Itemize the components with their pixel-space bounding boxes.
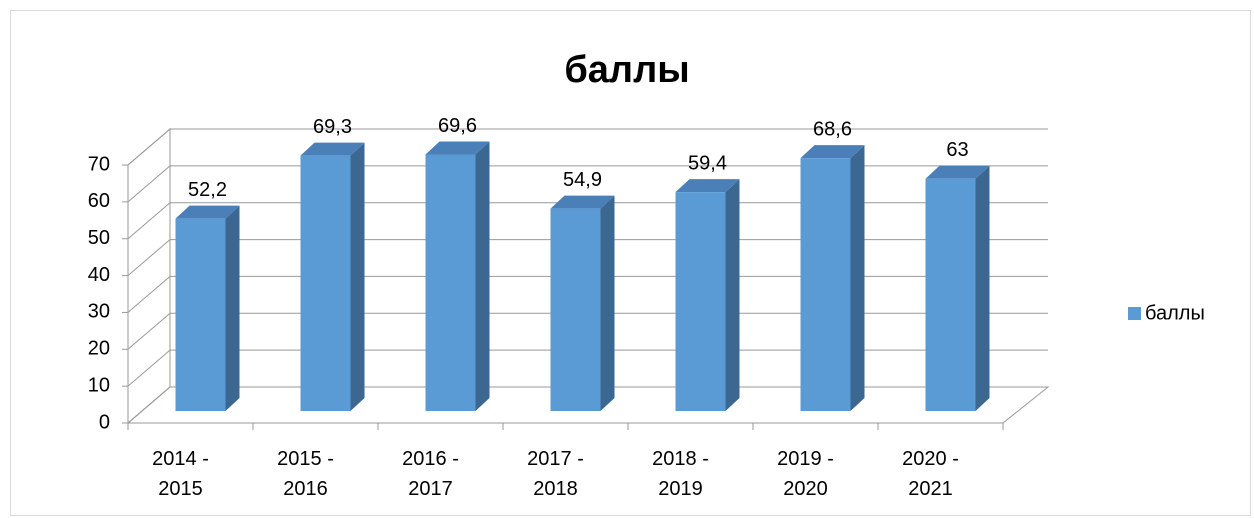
bar-side [225, 205, 240, 411]
x-tick-label: 2014 - 2015 [152, 448, 209, 500]
bar [175, 205, 240, 411]
y-tick-label: 10 [88, 374, 110, 396]
bar-top [675, 179, 740, 193]
y-tick-label: 50 [88, 227, 110, 249]
bar-side [850, 145, 865, 411]
bar-side [975, 165, 990, 411]
y-tick-label: 70 [88, 153, 110, 175]
bar-top [425, 141, 490, 155]
y-tick-label: 20 [88, 338, 110, 360]
x-tick-label: 2018 - 2019 [652, 448, 709, 500]
chart-frame [10, 10, 1251, 516]
grid-line [127, 239, 1048, 276]
x-tick-label: 2015 - 2016 [277, 448, 334, 500]
x-tick-label: 2019 - 2020 [777, 448, 834, 500]
value-label: 59,4 [688, 152, 727, 174]
bar-side [350, 142, 365, 411]
legend-label: баллы [1145, 302, 1205, 324]
bar-side [475, 141, 490, 411]
bar [800, 145, 865, 411]
grid-line [127, 128, 1048, 166]
grid-line [127, 202, 1048, 240]
y-tick-label: 60 [88, 190, 110, 212]
bar [550, 195, 615, 411]
bar-front [425, 154, 476, 411]
bar-front [925, 178, 976, 411]
bar-front [675, 192, 726, 411]
bar-top [550, 195, 615, 209]
value-label: 54,9 [563, 169, 602, 191]
grid-line [127, 275, 1048, 313]
chart-title: баллы [564, 49, 689, 91]
grid-line [127, 312, 1048, 350]
y-tick-label: 40 [88, 264, 110, 286]
grid-line [127, 386, 1048, 424]
bar-top [925, 165, 990, 179]
side-wall [127, 127, 171, 424]
value-label: 68,6 [813, 118, 852, 140]
x-tick-label: 2016 - 2017 [402, 448, 459, 500]
bar-top [175, 205, 240, 219]
bar-front [300, 155, 351, 411]
bar [425, 141, 490, 411]
bar [300, 142, 365, 411]
legend-swatch [1128, 307, 1141, 320]
bar-top [300, 142, 365, 156]
x-tick-label: 2017 - 2018 [527, 448, 584, 500]
x-tick-label: 2020 - 2021 [902, 448, 959, 500]
y-tick-label: 30 [88, 301, 110, 323]
value-label: 63 [946, 139, 968, 161]
grid-line [127, 349, 1048, 387]
value-label: 52,2 [188, 179, 227, 201]
bar [925, 165, 990, 411]
value-label: 69,6 [438, 115, 477, 137]
bar [675, 179, 740, 411]
bar-front [550, 208, 601, 411]
bar-side [725, 179, 740, 411]
value-label: 69,3 [313, 116, 352, 138]
bar-front [175, 218, 226, 411]
grid-line [127, 165, 1048, 203]
y-tick-label: 0 [99, 411, 110, 433]
bar-side [600, 195, 615, 411]
bar-front [800, 158, 851, 411]
bar-top [800, 145, 865, 159]
